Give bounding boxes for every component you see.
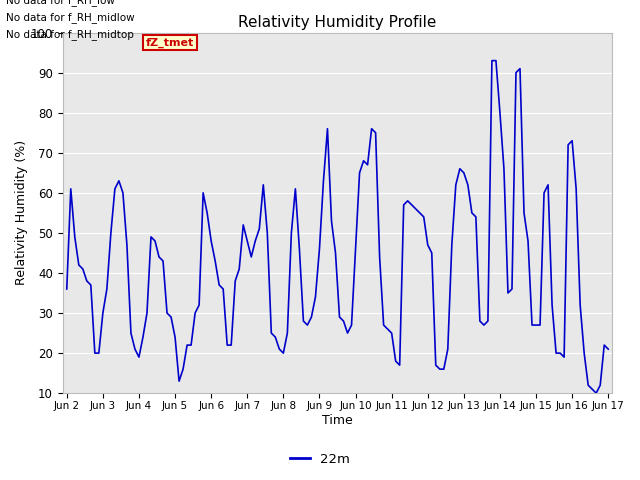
X-axis label: Time: Time <box>322 414 353 427</box>
Text: No data for f_RH_midlow: No data for f_RH_midlow <box>6 12 135 23</box>
Text: fZ_tmet: fZ_tmet <box>146 37 194 48</box>
Title: Relativity Humidity Profile: Relativity Humidity Profile <box>238 15 436 30</box>
Y-axis label: Relativity Humidity (%): Relativity Humidity (%) <box>15 140 28 286</box>
Text: No data for f_RH_low: No data for f_RH_low <box>6 0 115 6</box>
Text: No data for f_RH_midtop: No data for f_RH_midtop <box>6 29 134 40</box>
Legend: 22m: 22m <box>285 447 355 471</box>
